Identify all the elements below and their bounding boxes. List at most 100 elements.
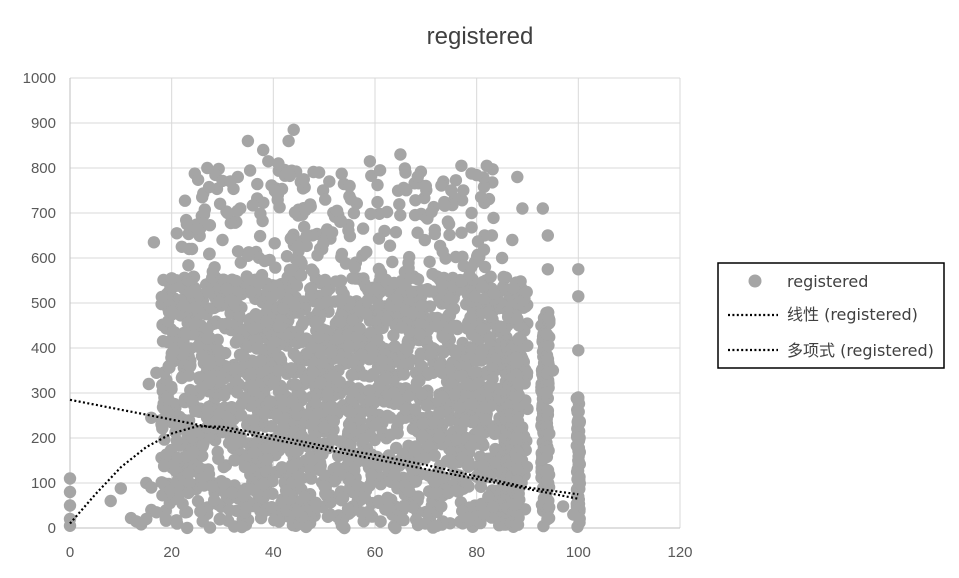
data-point	[257, 477, 270, 491]
data-point	[272, 320, 285, 333]
data-point	[371, 178, 384, 192]
data-point	[235, 520, 249, 534]
data-point	[283, 169, 296, 183]
data-point	[358, 491, 372, 504]
data-point	[145, 481, 158, 494]
data-point	[420, 399, 433, 412]
legend-label-registered: registered	[787, 272, 868, 291]
data-point	[211, 445, 224, 459]
linear-trendline	[69, 398, 579, 500]
data-point	[343, 229, 357, 243]
data-point	[212, 354, 226, 367]
data-point	[268, 184, 282, 198]
data-point	[342, 438, 355, 452]
data-point	[261, 453, 274, 466]
data-point	[380, 314, 394, 327]
data-point	[356, 222, 370, 235]
y-tick-label-200: 200	[31, 430, 56, 447]
data-point	[572, 454, 585, 467]
data-point	[218, 389, 231, 402]
data-point	[145, 411, 158, 424]
data-point	[437, 331, 450, 344]
data-point	[484, 270, 497, 283]
data-point	[202, 468, 216, 481]
data-point	[217, 477, 231, 490]
data-point	[333, 375, 346, 389]
data-point	[572, 441, 586, 455]
data-point	[300, 332, 313, 345]
data-point	[114, 482, 128, 495]
data-point	[543, 427, 556, 440]
data-point	[345, 368, 358, 382]
data-point	[572, 472, 585, 485]
data-point	[180, 218, 194, 231]
data-point	[195, 349, 209, 363]
data-point	[541, 263, 554, 276]
data-point	[235, 398, 248, 411]
data-point	[265, 291, 279, 304]
data-point	[364, 393, 377, 407]
data-point	[170, 517, 184, 530]
data-point	[304, 282, 317, 295]
data-point	[294, 254, 307, 268]
data-point	[160, 404, 173, 418]
data-point	[364, 207, 377, 221]
legend-marker-registered	[748, 274, 762, 288]
data-point	[203, 521, 217, 534]
data-point	[312, 166, 326, 179]
data-point	[449, 250, 462, 264]
data-point	[289, 378, 303, 391]
data-point	[346, 385, 360, 398]
y-tick-label-100: 100	[31, 475, 56, 492]
data-point	[335, 519, 349, 532]
data-point	[395, 513, 409, 526]
data-point	[415, 299, 428, 313]
y-tick-label-0: 0	[48, 520, 56, 537]
data-point	[471, 424, 485, 437]
data-point	[374, 515, 387, 528]
data-point	[232, 435, 246, 448]
data-point	[246, 199, 259, 212]
x-tick-label-40: 40	[265, 544, 282, 561]
data-point	[428, 449, 441, 462]
data-point	[469, 366, 482, 379]
data-point	[436, 390, 449, 404]
data-point	[201, 404, 214, 417]
data-point	[314, 462, 327, 475]
data-point	[462, 511, 475, 525]
data-point	[202, 286, 215, 299]
data-point	[469, 290, 482, 303]
data-point	[161, 390, 174, 403]
data-point	[317, 237, 330, 250]
data-point	[323, 175, 336, 188]
data-point	[347, 206, 361, 220]
data-point	[247, 322, 260, 336]
data-point	[335, 167, 348, 180]
data-point	[183, 476, 196, 490]
data-point	[227, 295, 241, 309]
data-point	[205, 480, 219, 493]
data-point	[510, 452, 524, 465]
data-point	[459, 388, 472, 402]
data-point	[267, 377, 280, 390]
data-point	[187, 445, 200, 458]
data-point	[335, 247, 349, 261]
data-point	[387, 329, 400, 342]
data-point	[494, 320, 507, 333]
data-point	[177, 299, 190, 312]
x-tick-label-0: 0	[66, 544, 74, 561]
data-point	[475, 322, 488, 335]
data-point	[231, 333, 245, 346]
data-point	[388, 276, 401, 290]
data-point	[399, 166, 412, 179]
data-point	[286, 395, 299, 408]
data-point	[160, 448, 173, 461]
data-point	[240, 501, 253, 514]
data-point	[409, 194, 422, 207]
data-point	[476, 459, 489, 472]
data-point	[358, 432, 371, 445]
data-point	[457, 416, 471, 429]
data-point	[268, 335, 281, 349]
data-point	[275, 461, 289, 474]
data-point	[321, 510, 335, 523]
